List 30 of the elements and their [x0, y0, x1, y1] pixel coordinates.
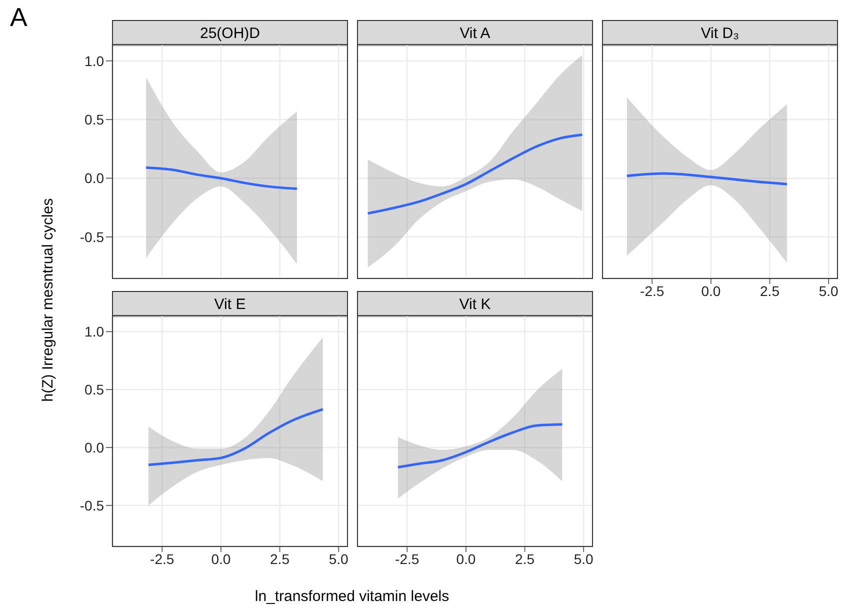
- x-tick-label: 0.0: [456, 550, 476, 567]
- x-tick-label: 0.0: [211, 550, 231, 567]
- y-tick-label: -0.5: [80, 228, 104, 245]
- chart-title: Vit K: [357, 291, 593, 317]
- chart-title: 25(OH)D: [112, 20, 348, 46]
- text: A: [10, 2, 28, 33]
- x-tick-label: -2.5: [395, 550, 420, 567]
- y-tick-label: 1.0: [84, 52, 104, 69]
- y-tick-label: 0.0: [84, 170, 104, 186]
- chart-title: Vit A: [357, 20, 593, 46]
- chart-title: Vit D₃: [602, 20, 838, 46]
- x-tick-label: 0.0: [701, 282, 721, 299]
- x-tick-label: 5.0: [328, 550, 349, 567]
- line-series: [144, 166, 298, 190]
- x-tick-label: 5.0: [818, 282, 839, 299]
- x-tick-label: -2.5: [640, 282, 664, 299]
- x-tick-label: 2.5: [515, 550, 535, 567]
- y-tick-label: 0.5: [84, 112, 104, 128]
- y-tick-label: -0.5: [80, 497, 104, 514]
- x-tick-label: 2.5: [760, 282, 780, 299]
- y-tick-label: 0.0: [84, 439, 104, 456]
- chart-title: Vit E: [112, 291, 348, 317]
- y-tick-label: 1.0: [84, 324, 104, 340]
- x-tick-label: 2.5: [270, 550, 290, 567]
- y-axis-title: h(Z) Irregular mesntrual cycles: [40, 198, 56, 402]
- y-tick-label: 0.5: [84, 382, 104, 398]
- x-tick-label: -2.5: [150, 550, 174, 567]
- x-tick-label: 5.0: [574, 550, 594, 567]
- line-series: [147, 408, 324, 466]
- x-axis-title: ln_transformed vitamin levels: [254, 588, 450, 605]
